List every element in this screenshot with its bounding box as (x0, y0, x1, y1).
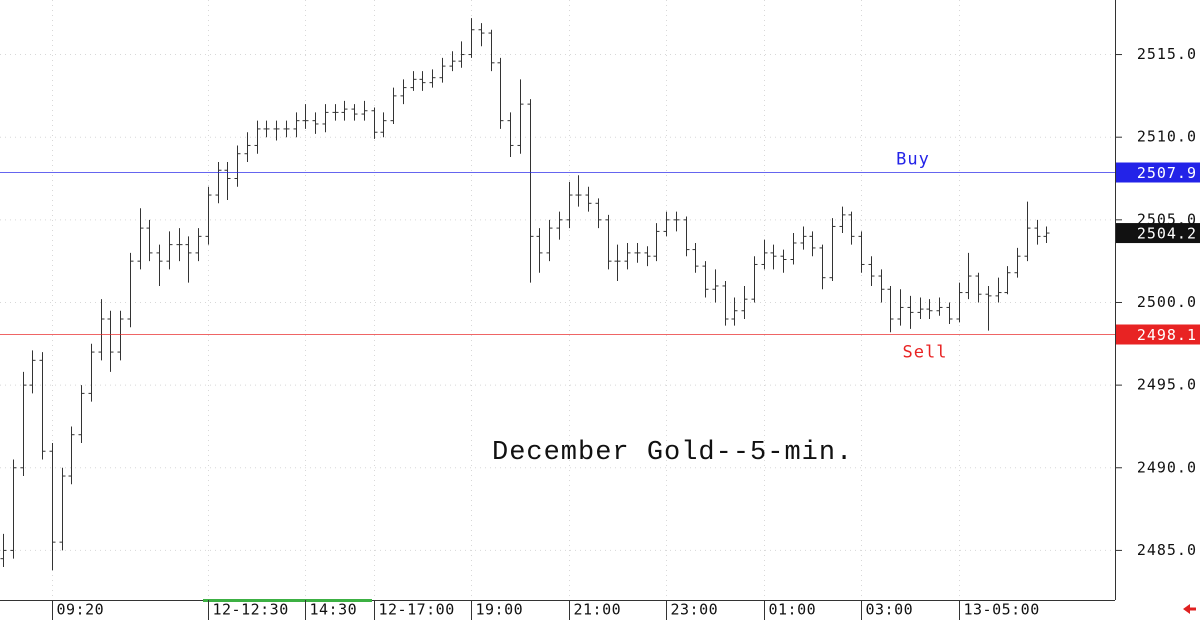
x-tick-label: 12-17:00 (379, 601, 455, 619)
level-name: Buy (896, 150, 930, 170)
y-tick-label: 2485.0 (1137, 541, 1197, 559)
last-price-tag (1116, 223, 1200, 244)
scroll-arrow[interactable] (1183, 604, 1196, 614)
x-tick-label: 12-12:30 (213, 601, 289, 619)
bars (0, 18, 1050, 571)
x-tick-label: 13-05:00 (964, 601, 1040, 619)
x-tick-label: 21:00 (574, 601, 622, 619)
x-tick-label: 03:00 (866, 601, 914, 619)
x-tick-label: 19:00 (476, 601, 524, 619)
x-tick-label: 23:00 (671, 601, 719, 619)
y-tick-label: 2495.0 (1137, 376, 1197, 394)
y-tick-label: 2500.0 (1137, 293, 1197, 311)
level-tag (1116, 324, 1200, 345)
y-tick-label: 2490.0 (1137, 458, 1197, 476)
annotation: December Gold--5-min. (492, 438, 853, 468)
y-tick-label: 2510.0 (1137, 128, 1197, 146)
level-tag (1116, 162, 1200, 183)
x-tick-label: 01:00 (769, 601, 817, 619)
y-tick-label: 2515.0 (1137, 45, 1197, 63)
overlays: 2507.9 Buy 2498.1 Sell 2504.2 (0, 150, 1200, 363)
level-name: Sell (903, 343, 948, 363)
last-price-label: 2504.2 (1137, 225, 1197, 243)
axis-labels: 2485.0 2490.0 2495.0 2500.0 2505.0 2510.0 2515… (52, 45, 1197, 620)
x-tick-label: 14:30 (310, 601, 358, 619)
y-tick-label: 2505.0 (1137, 210, 1197, 228)
level-tag-label: 2507.9 (1137, 164, 1197, 182)
x-tick-label: 09:20 (57, 601, 105, 619)
grid (0, 0, 1115, 600)
session-highlight (203, 599, 372, 602)
level-tag-label: 2498.1 (1137, 326, 1197, 344)
